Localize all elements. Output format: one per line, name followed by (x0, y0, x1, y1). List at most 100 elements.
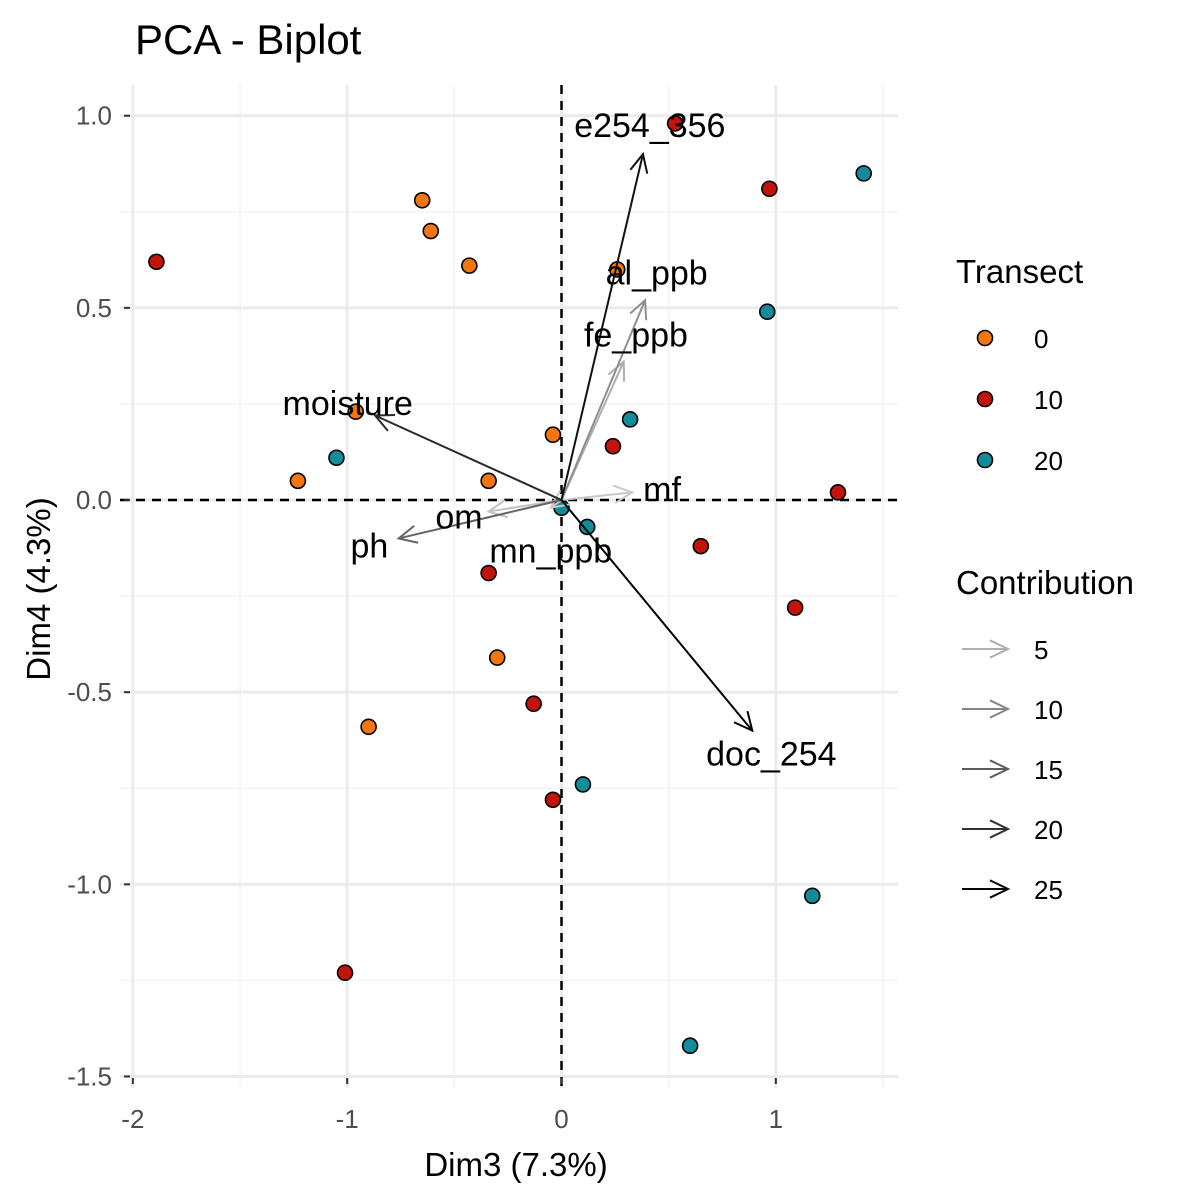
arrow-head (396, 525, 419, 544)
y-axis-title: Dim4 (4.3%) (20, 497, 57, 680)
legend-key-contribution-5 (962, 639, 1011, 659)
arrow-doc-254 (560, 499, 754, 733)
point-transect-0 (347, 403, 365, 420)
variable-label: al_ppb (606, 255, 708, 293)
point-transect-0 (461, 257, 478, 274)
point-transect-10 (692, 537, 710, 555)
data-points (148, 115, 873, 1055)
variable-label: mf (643, 471, 681, 509)
point-transect-0 (289, 472, 307, 490)
legend-transect-title: Transect (956, 253, 1083, 290)
legend-label-contribution: 5 (1034, 635, 1048, 665)
axis-ticks: -2 -1 0 1 1.0 0.5 0.0 -0.5 -1.0 -1.5 (67, 101, 783, 1134)
arrow-al-ppb (560, 298, 648, 501)
grid (120, 85, 898, 1088)
x-tick-label: -1 (336, 1104, 359, 1134)
variable-labels: e254_356 al_ppb fe_ppb moisture om mf ph mn_ppb… (283, 107, 837, 774)
x-tick-label: -2 (121, 1104, 144, 1134)
arrow-shaft (560, 499, 754, 732)
point-transect-10 (761, 180, 778, 198)
arrow-head (607, 359, 626, 382)
point-transect-20 (758, 303, 776, 321)
legend-key-transect-20 (976, 451, 994, 469)
arrow-head (989, 639, 1011, 659)
arrow-head (629, 298, 648, 321)
y-tick-label: -1.5 (67, 1061, 112, 1091)
variable-label: doc_254 (706, 736, 836, 774)
point-transect-20 (328, 449, 345, 467)
point-transect-10 (786, 599, 804, 616)
chart-title: PCA - Biplot (135, 16, 362, 63)
point-transect-10 (666, 115, 684, 132)
x-tick-label: 1 (769, 1104, 783, 1134)
y-tick-label: -1.0 (67, 869, 112, 899)
legend-key-contribution-15 (962, 759, 1011, 779)
point-transect-0 (422, 222, 440, 240)
legend-label-contribution: 10 (1034, 695, 1063, 725)
point-transect-10 (148, 253, 165, 271)
arrow-head (989, 759, 1011, 779)
reference-lines (120, 85, 898, 1088)
point-transect-10 (336, 964, 354, 982)
arrow-head (548, 489, 571, 510)
variable-arrows (372, 151, 754, 733)
legend-transect: Transect 0 10 20 (956, 253, 1083, 476)
legend-key-contribution-20 (962, 819, 1011, 839)
variable-label: moisture (283, 385, 413, 423)
point-transect-20 (803, 887, 821, 905)
legend-label-transect: 20 (1034, 446, 1063, 476)
point-transect-0 (488, 649, 506, 666)
x-axis-title: Dim3 (7.3%) (424, 1146, 607, 1183)
legend-key-contribution-10 (962, 699, 1011, 719)
legend-label-contribution: 15 (1034, 755, 1063, 785)
legend-contribution-title: Contribution (956, 564, 1134, 601)
point-transect-20 (621, 411, 639, 428)
point-transect-0 (544, 426, 562, 444)
point-transect-10 (525, 695, 542, 713)
legend-key-transect-0 (976, 329, 994, 347)
point-transect-20 (574, 776, 592, 793)
variable-label: om (435, 498, 482, 536)
point-transect-10 (544, 791, 562, 809)
arrow-shaft (560, 153, 644, 501)
arrow-head (989, 879, 1011, 899)
point-transect-0 (413, 191, 431, 209)
legend-label-contribution: 20 (1034, 815, 1063, 845)
arrow-shaft (374, 414, 562, 501)
arrow-shaft (560, 299, 647, 501)
variable-label: mn_ppb (489, 533, 612, 571)
arrow-head (486, 499, 509, 519)
arrow-e254-356 (560, 151, 649, 501)
point-transect-10 (604, 437, 622, 455)
arrow-head (613, 484, 635, 504)
arrow-head (989, 819, 1011, 839)
y-tick-label: 0.5 (76, 293, 112, 323)
variable-label: fe_ppb (584, 316, 688, 354)
legend-label-transect: 0 (1034, 324, 1048, 354)
point-transect-10 (829, 484, 847, 501)
x-tick-label: 0 (554, 1104, 568, 1134)
legend-key-transect-10 (976, 390, 994, 408)
variable-label: ph (351, 527, 389, 565)
legend-label-transect: 10 (1034, 385, 1063, 415)
point-transect-20 (855, 165, 873, 182)
arrow-head (733, 710, 754, 733)
point-transect-20 (681, 1037, 699, 1055)
point-transect-0 (480, 472, 497, 490)
arrow-ph (396, 499, 562, 544)
legend-key-contribution-25 (962, 879, 1011, 899)
legend-label-contribution: 25 (1034, 875, 1063, 905)
point-transect-0 (360, 718, 377, 736)
arrow-moisture (372, 414, 562, 501)
y-tick-label: 0.0 (76, 485, 112, 515)
point-transect-20 (578, 518, 596, 536)
y-tick-label: 1.0 (76, 101, 112, 131)
arrow-head (989, 699, 1011, 719)
arrow-shaft (398, 499, 562, 540)
variable-label: e254_356 (574, 107, 725, 145)
arrow-shaft (561, 491, 633, 502)
y-tick-label: -0.5 (67, 677, 112, 707)
arrow-head (372, 414, 396, 432)
arrow-mf (561, 484, 635, 504)
